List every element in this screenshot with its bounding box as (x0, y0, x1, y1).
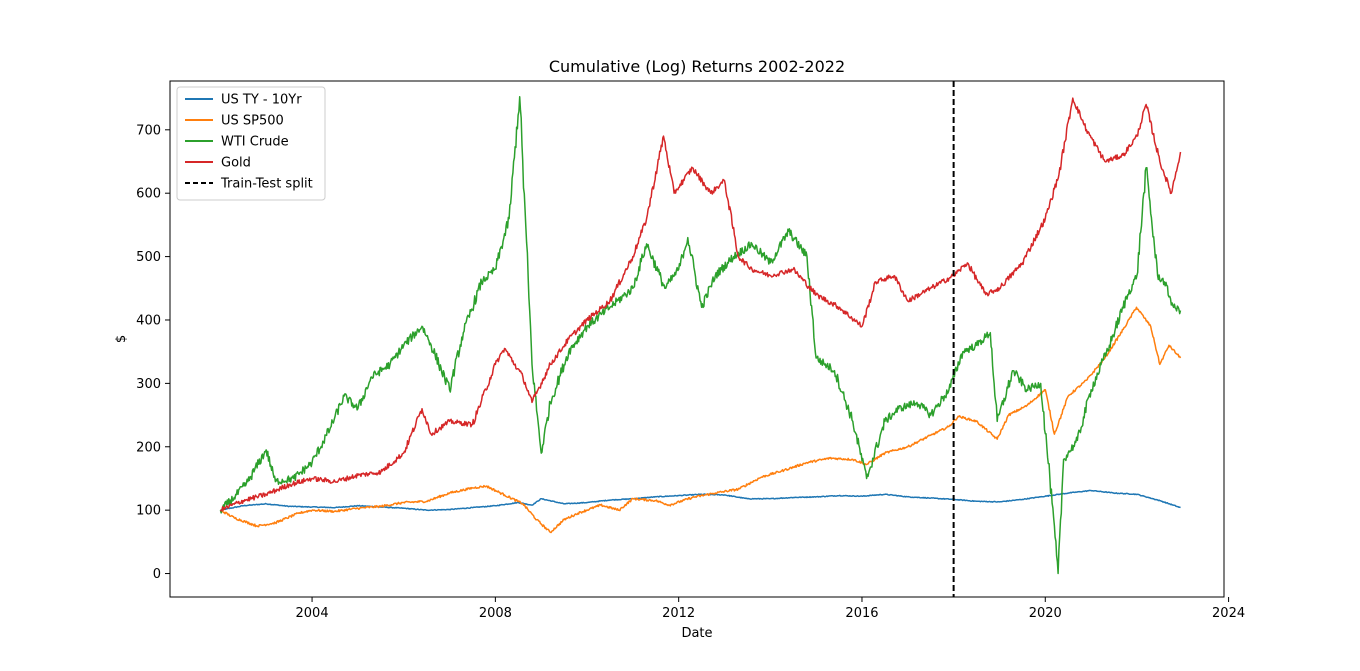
y-tick-label: 700 (136, 123, 161, 138)
x-tick-label: 2008 (479, 606, 512, 621)
y-tick-label: 200 (136, 440, 161, 455)
x-tick-label: 2004 (296, 606, 329, 621)
legend-label: US SP500 (221, 114, 284, 129)
x-tick-label: 2016 (845, 606, 878, 621)
y-axis-label: $ (114, 335, 129, 343)
y-tick-label: 400 (136, 313, 161, 328)
y-tick-label: 300 (136, 377, 161, 392)
x-axis-label: Date (681, 626, 712, 641)
y-tick-label: 500 (136, 250, 161, 265)
x-tick-label: 2020 (1029, 606, 1062, 621)
y-tick-label: 600 (136, 187, 161, 202)
x-tick-label: 2012 (662, 606, 695, 621)
x-tick-label: 2024 (1212, 606, 1245, 621)
legend-label: WTI Crude (221, 135, 289, 150)
chart-title: Cumulative (Log) Returns 2002-2022 (549, 57, 845, 76)
legend-label: Gold (221, 156, 251, 171)
y-tick-label: 0 (153, 567, 161, 582)
legend-label: Train-Test split (220, 177, 313, 192)
legend: US TY - 10Yr US SP500 WTI Crude Gold Train-T… (177, 87, 325, 200)
legend-label: US TY - 10Yr (221, 93, 302, 108)
y-tick-label: 100 (136, 504, 161, 519)
